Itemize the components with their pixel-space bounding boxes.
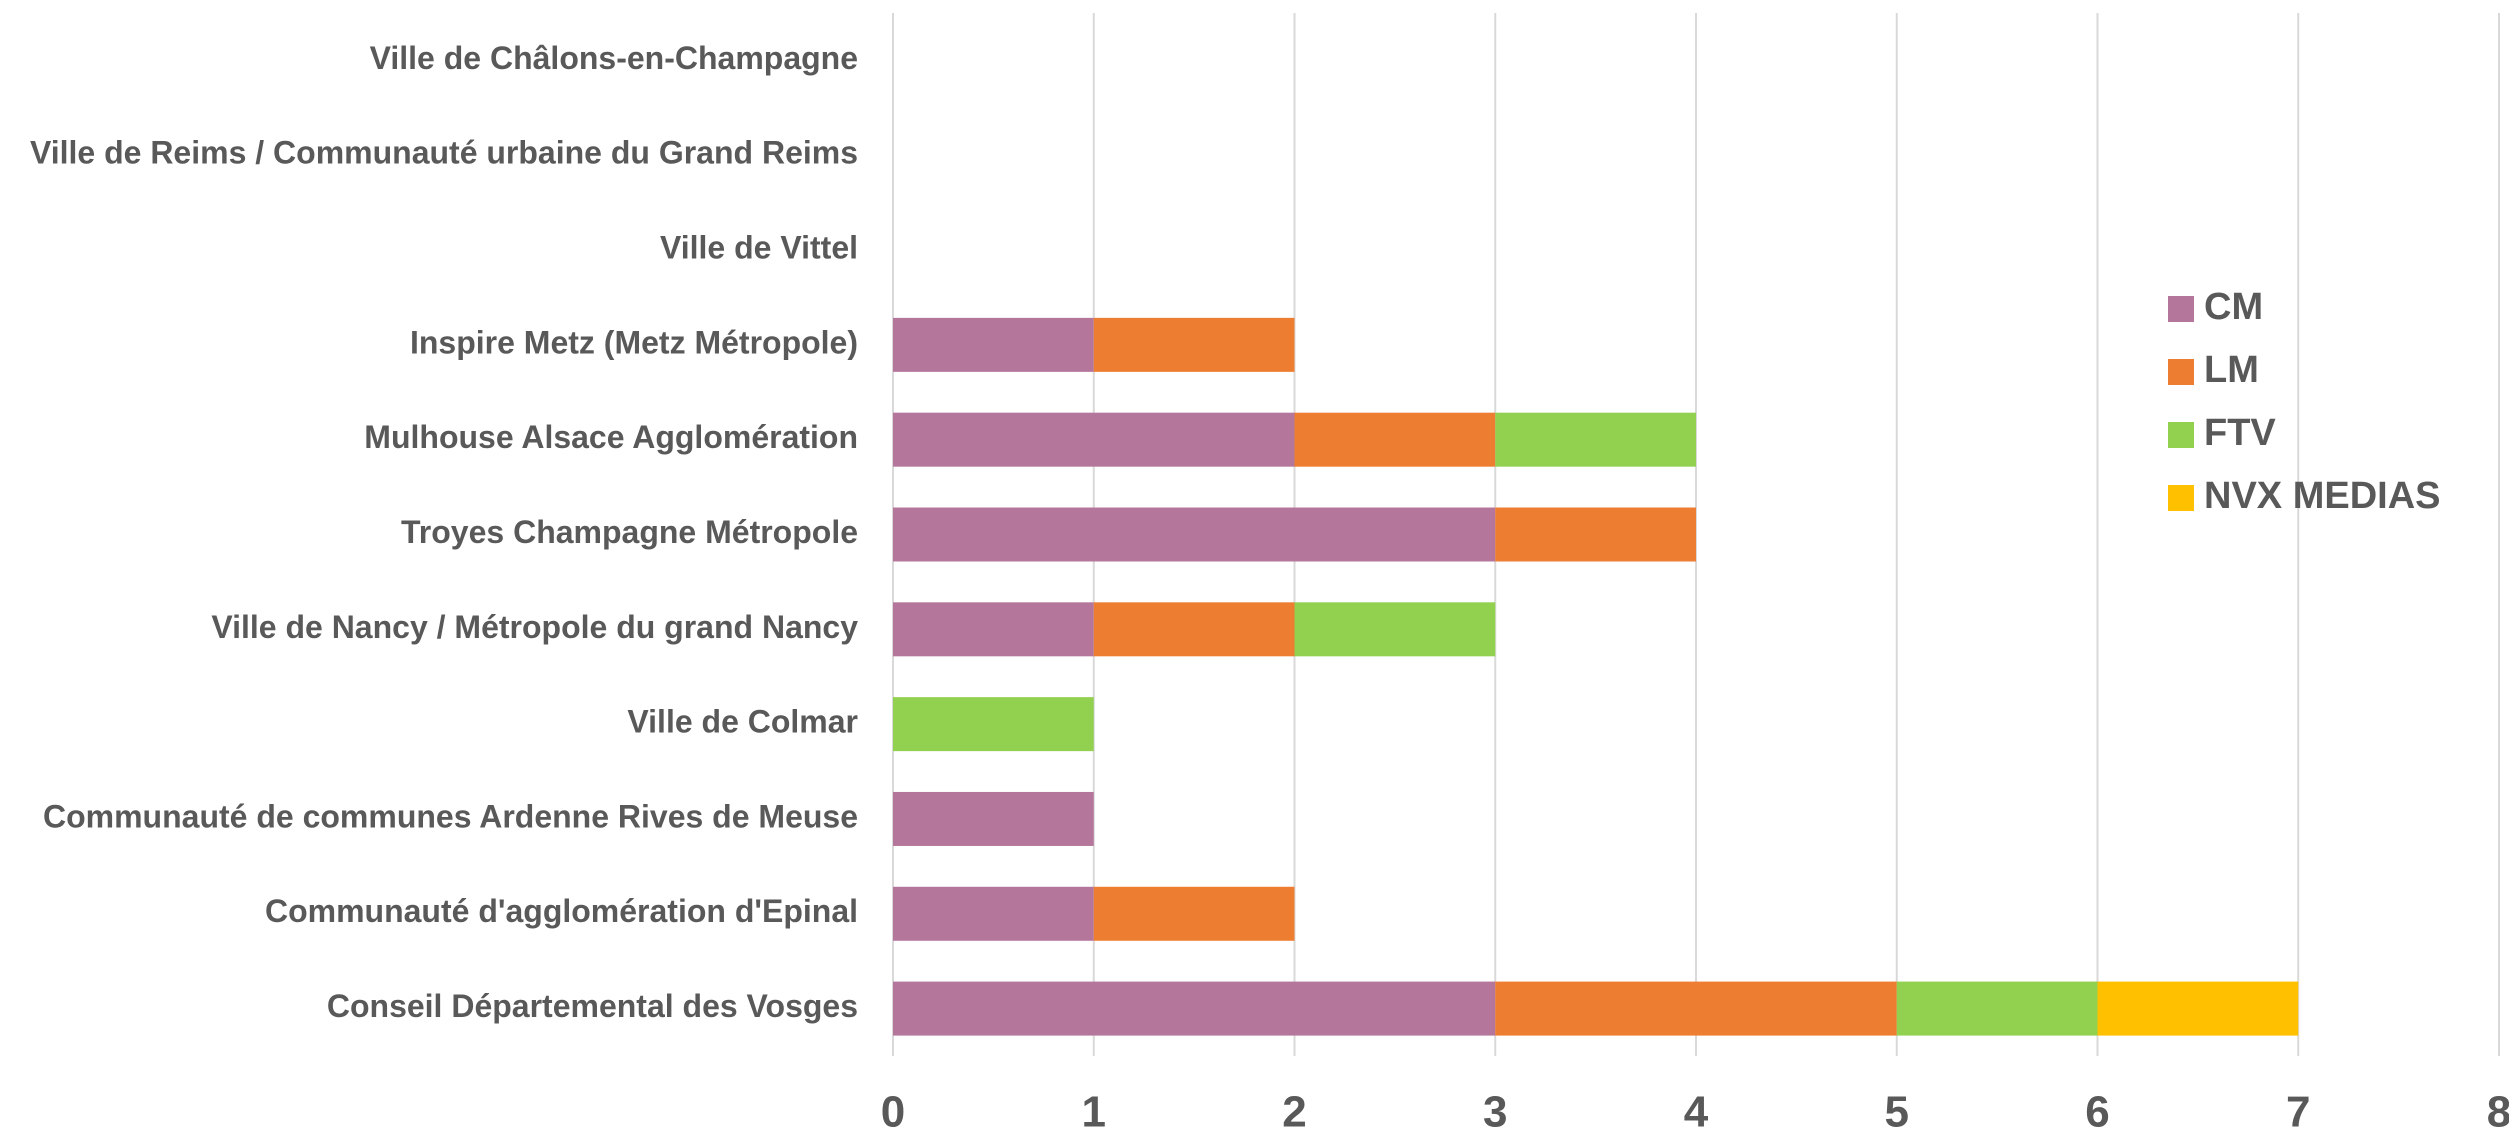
- legend-swatch: [2168, 359, 2194, 385]
- bar-segment: [2097, 981, 2299, 1036]
- x-tick-label: 7: [2286, 1088, 2310, 1137]
- x-tick-label: 4: [1684, 1088, 1709, 1137]
- legend-swatch: [2168, 296, 2194, 322]
- bar-segment: [1093, 886, 1295, 941]
- y-tick-label: Communauté de communes Ardenne Rives de …: [43, 798, 858, 834]
- bar-segment: [1896, 981, 2098, 1036]
- legend-label: CM: [2204, 286, 2263, 328]
- x-tick-label: 3: [1483, 1088, 1507, 1137]
- y-tick-label: Ville de Châlons-en-Champagne: [370, 40, 858, 76]
- y-tick-label: Ville de Colmar: [627, 704, 858, 740]
- bar-segment: [1495, 412, 1696, 467]
- legend-swatch: [2168, 485, 2194, 511]
- legend-label: LM: [2204, 349, 2259, 391]
- x-tick-label: 2: [1282, 1088, 1306, 1137]
- legend-swatch: [2168, 422, 2194, 448]
- bar-segment: [893, 317, 1094, 372]
- x-tick-label: 0: [881, 1088, 905, 1137]
- bar-segment: [893, 791, 1094, 846]
- y-tick-label: Ville de Reims / Communauté urbaine du G…: [30, 135, 858, 171]
- x-tick-label: 8: [2487, 1088, 2509, 1137]
- x-tick-label: 5: [1885, 1088, 1909, 1137]
- bar-segment: [893, 507, 1496, 562]
- bar-segment: [1093, 602, 1295, 657]
- legend-label: FTV: [2204, 412, 2276, 454]
- bar-segment: [1495, 507, 1696, 562]
- y-tick-label: Troyes Champagne Métropole: [401, 514, 858, 550]
- bar-segment: [893, 602, 1094, 657]
- x-tick-label: 6: [2085, 1088, 2109, 1137]
- x-tick-label: 1: [1082, 1088, 1106, 1137]
- bar-segment: [893, 412, 1295, 467]
- bar-segment: [1294, 412, 1496, 467]
- legend-label: NVX MEDIAS: [2204, 475, 2440, 517]
- bar-segment: [893, 981, 1496, 1036]
- bar-segment: [893, 697, 1094, 752]
- y-tick-label: Ville de Vittel: [660, 229, 858, 265]
- bar-segment: [893, 886, 1094, 941]
- bar-segment: [1495, 981, 1897, 1036]
- y-tick-label: Ville de Nancy / Métropole du grand Nanc…: [211, 609, 858, 645]
- y-tick-label: Inspire Metz (Metz Métropole): [410, 324, 858, 360]
- y-tick-label: Communauté d'agglomération d'Epinal: [265, 893, 858, 929]
- bar-segment: [1294, 602, 1496, 657]
- y-tick-label: Mulhouse Alsace Agglomération: [364, 419, 858, 455]
- bar-segment: [1093, 317, 1295, 372]
- y-tick-label: Conseil Départemental des Vosges: [327, 988, 858, 1024]
